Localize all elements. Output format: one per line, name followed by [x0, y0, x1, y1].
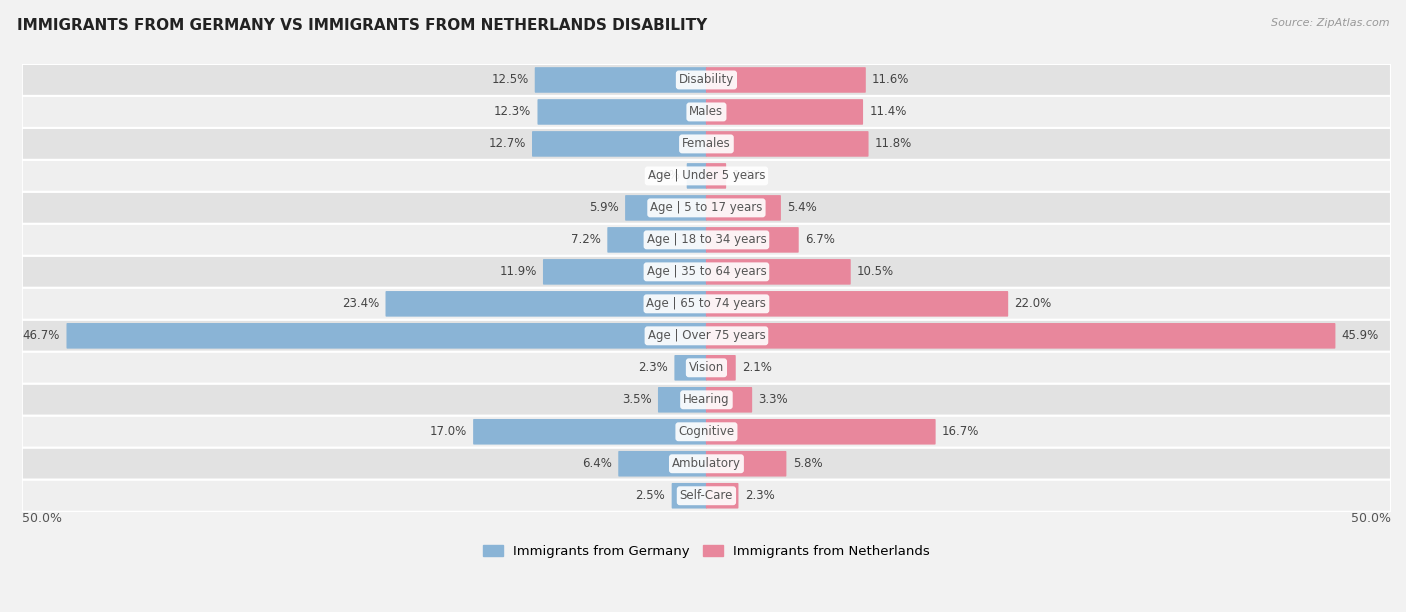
- FancyBboxPatch shape: [474, 419, 707, 444]
- Text: 50.0%: 50.0%: [22, 512, 62, 524]
- Text: 6.7%: 6.7%: [806, 233, 835, 247]
- FancyBboxPatch shape: [22, 256, 1391, 288]
- FancyBboxPatch shape: [706, 355, 735, 381]
- Text: Ambulatory: Ambulatory: [672, 457, 741, 470]
- FancyBboxPatch shape: [531, 131, 707, 157]
- Text: 7.2%: 7.2%: [571, 233, 600, 247]
- FancyBboxPatch shape: [706, 163, 725, 188]
- FancyBboxPatch shape: [385, 291, 707, 316]
- Text: Age | 65 to 74 years: Age | 65 to 74 years: [647, 297, 766, 310]
- Text: 5.4%: 5.4%: [787, 201, 817, 214]
- FancyBboxPatch shape: [706, 387, 752, 412]
- Text: 46.7%: 46.7%: [22, 329, 60, 342]
- Text: Age | 35 to 64 years: Age | 35 to 64 years: [647, 266, 766, 278]
- FancyBboxPatch shape: [22, 160, 1391, 192]
- Text: Disability: Disability: [679, 73, 734, 86]
- FancyBboxPatch shape: [537, 99, 707, 125]
- FancyBboxPatch shape: [543, 259, 707, 285]
- Text: 6.4%: 6.4%: [582, 457, 612, 470]
- FancyBboxPatch shape: [22, 448, 1391, 480]
- FancyBboxPatch shape: [22, 320, 1391, 352]
- FancyBboxPatch shape: [706, 291, 1008, 316]
- Text: 3.5%: 3.5%: [621, 394, 651, 406]
- Text: 23.4%: 23.4%: [342, 297, 380, 310]
- Text: 11.8%: 11.8%: [875, 138, 912, 151]
- Text: 10.5%: 10.5%: [858, 266, 894, 278]
- Text: 45.9%: 45.9%: [1341, 329, 1379, 342]
- FancyBboxPatch shape: [22, 224, 1391, 256]
- FancyBboxPatch shape: [22, 480, 1391, 512]
- FancyBboxPatch shape: [706, 99, 863, 125]
- Text: 11.9%: 11.9%: [499, 266, 537, 278]
- FancyBboxPatch shape: [22, 64, 1391, 96]
- Text: 2.3%: 2.3%: [638, 361, 668, 375]
- FancyBboxPatch shape: [706, 483, 738, 509]
- FancyBboxPatch shape: [22, 288, 1391, 320]
- Text: Age | 5 to 17 years: Age | 5 to 17 years: [650, 201, 762, 214]
- FancyBboxPatch shape: [22, 352, 1391, 384]
- FancyBboxPatch shape: [706, 259, 851, 285]
- FancyBboxPatch shape: [706, 419, 935, 444]
- FancyBboxPatch shape: [706, 195, 780, 221]
- Text: 3.3%: 3.3%: [758, 394, 789, 406]
- Text: IMMIGRANTS FROM GERMANY VS IMMIGRANTS FROM NETHERLANDS DISABILITY: IMMIGRANTS FROM GERMANY VS IMMIGRANTS FR…: [17, 18, 707, 34]
- Text: Source: ZipAtlas.com: Source: ZipAtlas.com: [1271, 18, 1389, 28]
- FancyBboxPatch shape: [706, 323, 1336, 349]
- FancyBboxPatch shape: [66, 323, 707, 349]
- FancyBboxPatch shape: [22, 128, 1391, 160]
- Text: 2.5%: 2.5%: [636, 489, 665, 502]
- Text: 2.3%: 2.3%: [745, 489, 775, 502]
- Text: 11.6%: 11.6%: [872, 73, 910, 86]
- FancyBboxPatch shape: [534, 67, 707, 93]
- FancyBboxPatch shape: [675, 355, 707, 381]
- Text: 22.0%: 22.0%: [1015, 297, 1052, 310]
- FancyBboxPatch shape: [658, 387, 707, 412]
- Text: Cognitive: Cognitive: [678, 425, 734, 438]
- Text: Age | Over 75 years: Age | Over 75 years: [648, 329, 765, 342]
- Text: 12.7%: 12.7%: [488, 138, 526, 151]
- FancyBboxPatch shape: [706, 451, 786, 477]
- FancyBboxPatch shape: [607, 227, 707, 253]
- Text: Females: Females: [682, 138, 731, 151]
- FancyBboxPatch shape: [22, 384, 1391, 416]
- Text: 1.4%: 1.4%: [651, 170, 681, 182]
- Text: 50.0%: 50.0%: [1351, 512, 1391, 524]
- Text: 16.7%: 16.7%: [942, 425, 980, 438]
- FancyBboxPatch shape: [619, 451, 707, 477]
- Text: 11.4%: 11.4%: [869, 105, 907, 119]
- Text: Age | Under 5 years: Age | Under 5 years: [648, 170, 765, 182]
- Text: 5.8%: 5.8%: [793, 457, 823, 470]
- Text: Vision: Vision: [689, 361, 724, 375]
- Text: 12.3%: 12.3%: [494, 105, 531, 119]
- FancyBboxPatch shape: [22, 192, 1391, 224]
- Text: 12.5%: 12.5%: [491, 73, 529, 86]
- FancyBboxPatch shape: [706, 131, 869, 157]
- FancyBboxPatch shape: [22, 96, 1391, 128]
- Text: 2.1%: 2.1%: [742, 361, 772, 375]
- FancyBboxPatch shape: [706, 227, 799, 253]
- FancyBboxPatch shape: [626, 195, 707, 221]
- FancyBboxPatch shape: [22, 416, 1391, 448]
- Text: 1.4%: 1.4%: [733, 170, 762, 182]
- FancyBboxPatch shape: [672, 483, 707, 509]
- Text: Hearing: Hearing: [683, 394, 730, 406]
- FancyBboxPatch shape: [686, 163, 707, 188]
- Text: 5.9%: 5.9%: [589, 201, 619, 214]
- FancyBboxPatch shape: [706, 67, 866, 93]
- Legend: Immigrants from Germany, Immigrants from Netherlands: Immigrants from Germany, Immigrants from…: [478, 539, 935, 564]
- Text: Self-Care: Self-Care: [679, 489, 733, 502]
- Text: 17.0%: 17.0%: [430, 425, 467, 438]
- Text: Males: Males: [689, 105, 724, 119]
- Text: Age | 18 to 34 years: Age | 18 to 34 years: [647, 233, 766, 247]
